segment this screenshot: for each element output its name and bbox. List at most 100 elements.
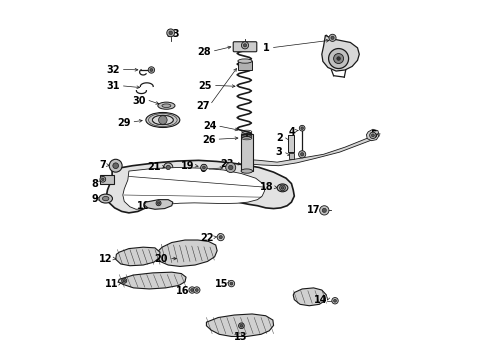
Text: 14: 14 (314, 295, 327, 305)
Circle shape (371, 134, 374, 137)
Circle shape (242, 42, 248, 49)
Ellipse shape (158, 102, 175, 109)
Text: 7: 7 (99, 160, 106, 170)
Polygon shape (106, 160, 294, 213)
Text: 15: 15 (216, 279, 229, 289)
Text: 12: 12 (99, 254, 113, 264)
Polygon shape (293, 288, 326, 306)
Polygon shape (245, 135, 374, 166)
Ellipse shape (277, 184, 288, 192)
Circle shape (101, 178, 104, 181)
Text: 17: 17 (307, 205, 320, 215)
Circle shape (329, 34, 336, 41)
Ellipse shape (146, 112, 180, 127)
Text: 3: 3 (276, 147, 283, 157)
Text: 23: 23 (220, 159, 234, 169)
Circle shape (244, 44, 246, 47)
Circle shape (150, 68, 153, 71)
Bar (289, 153, 294, 159)
Text: 11: 11 (105, 279, 118, 289)
Circle shape (159, 116, 167, 124)
Circle shape (299, 125, 305, 131)
Polygon shape (116, 247, 160, 266)
Circle shape (156, 201, 161, 206)
Circle shape (167, 29, 174, 37)
Text: 2: 2 (276, 133, 283, 143)
Circle shape (301, 127, 303, 130)
Bar (100, 175, 114, 184)
Text: 22: 22 (200, 233, 214, 243)
Circle shape (230, 282, 233, 285)
Text: 24: 24 (203, 121, 217, 131)
Text: 8: 8 (92, 179, 98, 189)
Circle shape (194, 287, 200, 293)
Text: 30: 30 (132, 96, 146, 106)
Polygon shape (144, 200, 173, 209)
Text: 9: 9 (92, 194, 98, 203)
Text: 16: 16 (176, 286, 190, 296)
Text: 20: 20 (155, 254, 168, 264)
Circle shape (280, 185, 285, 191)
Circle shape (228, 280, 235, 287)
Text: 26: 26 (202, 135, 216, 145)
Text: 21: 21 (147, 162, 161, 172)
Circle shape (369, 132, 376, 139)
Circle shape (201, 164, 207, 171)
Circle shape (113, 163, 119, 168)
Circle shape (169, 31, 172, 35)
Ellipse shape (102, 197, 109, 201)
Text: 33: 33 (167, 28, 180, 39)
Circle shape (191, 289, 194, 292)
Text: 4: 4 (288, 127, 295, 137)
Text: 1: 1 (263, 43, 270, 53)
Circle shape (332, 297, 338, 304)
Circle shape (329, 49, 348, 68)
Polygon shape (322, 35, 359, 71)
Circle shape (100, 176, 106, 182)
Circle shape (334, 299, 337, 302)
Text: 19: 19 (181, 161, 194, 171)
Polygon shape (206, 314, 273, 337)
Circle shape (196, 289, 198, 292)
Text: 32: 32 (106, 65, 120, 75)
Circle shape (202, 166, 205, 169)
Circle shape (334, 54, 343, 64)
Ellipse shape (152, 115, 173, 125)
Text: 13: 13 (234, 332, 247, 342)
Text: 28: 28 (197, 47, 211, 57)
Text: 10: 10 (137, 201, 150, 211)
Text: 31: 31 (106, 81, 120, 91)
Circle shape (239, 323, 245, 329)
Text: 6: 6 (199, 164, 206, 174)
Bar (288, 135, 294, 152)
Circle shape (228, 165, 233, 170)
FancyBboxPatch shape (233, 42, 257, 52)
Circle shape (122, 278, 127, 283)
Bar (241, 134, 252, 171)
Text: 5: 5 (370, 130, 377, 140)
Circle shape (300, 153, 304, 156)
Text: 25: 25 (198, 81, 212, 91)
Circle shape (217, 234, 224, 241)
Circle shape (109, 159, 122, 172)
Text: 29: 29 (117, 118, 131, 128)
Polygon shape (157, 240, 217, 266)
Circle shape (337, 57, 341, 60)
Ellipse shape (238, 59, 252, 63)
Polygon shape (123, 167, 265, 209)
Circle shape (226, 162, 236, 172)
Polygon shape (367, 129, 379, 141)
Circle shape (189, 287, 196, 293)
Circle shape (166, 165, 171, 170)
Circle shape (319, 206, 329, 215)
Circle shape (148, 67, 155, 73)
Ellipse shape (241, 169, 252, 173)
Circle shape (281, 186, 284, 189)
Text: 18: 18 (260, 182, 273, 192)
Circle shape (123, 280, 125, 282)
Ellipse shape (99, 194, 113, 203)
Circle shape (322, 208, 326, 212)
Text: 27: 27 (196, 101, 209, 111)
Circle shape (219, 235, 222, 239)
Circle shape (298, 151, 306, 158)
